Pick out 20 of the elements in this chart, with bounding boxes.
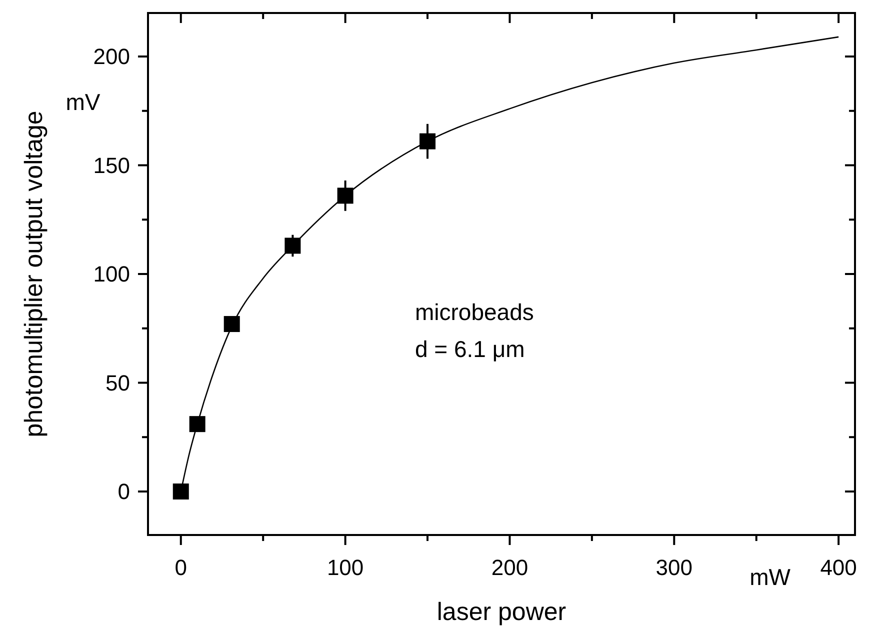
point (189, 416, 206, 432)
x-tick-label: 300 (656, 555, 692, 580)
annotation: d = 6.1 μm (415, 336, 525, 362)
y-tick-label: 0 (118, 479, 130, 504)
y-tick-label: 50 (106, 370, 130, 396)
point (420, 133, 436, 150)
point (172, 484, 189, 500)
y-axis-title: photomultiplier output voltage (20, 110, 48, 438)
text: mW (750, 564, 791, 590)
y-tick-label: 100 (93, 262, 130, 287)
x-tick-label: 0 (174, 555, 188, 580)
y-tick-label: 200 (93, 44, 130, 70)
x-tick-label: 100 (326, 555, 364, 580)
annotation: microbeads (415, 299, 534, 325)
x-tick-label: 400 (820, 555, 857, 580)
y-tick-label: 150 (93, 152, 130, 178)
point (224, 316, 240, 332)
x-axis-title: laser power (436, 598, 566, 626)
text: mV (66, 89, 101, 115)
x-tick-label: 200 (491, 555, 528, 580)
